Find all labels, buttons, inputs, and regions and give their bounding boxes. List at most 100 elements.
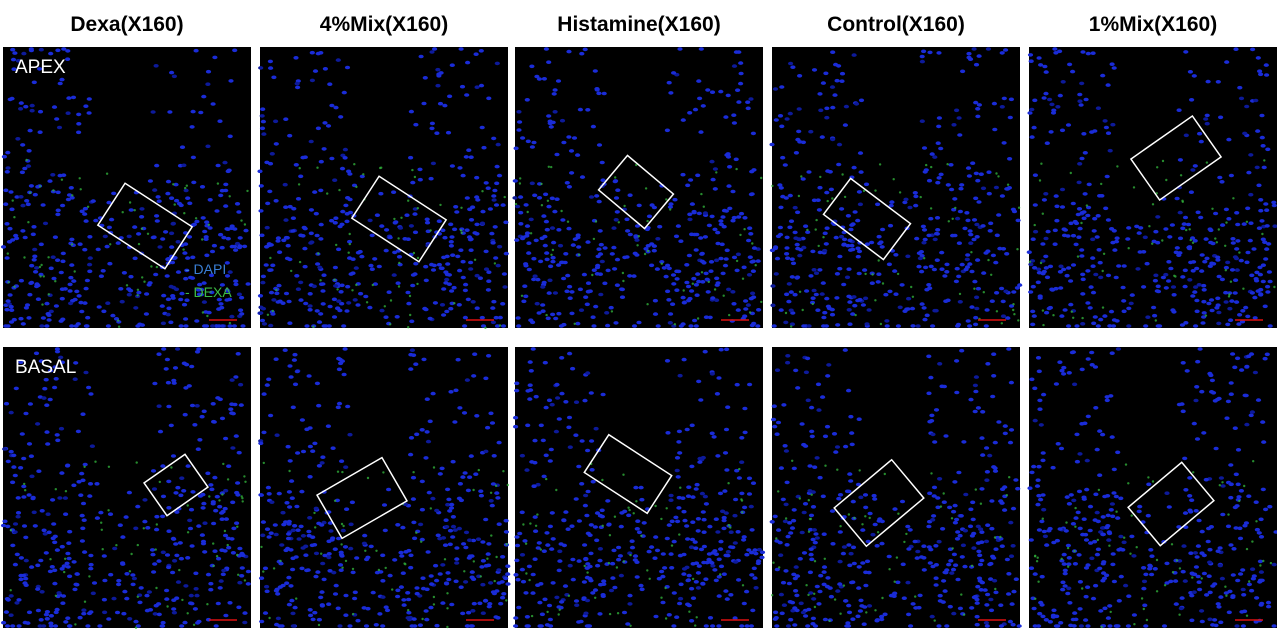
nucleus [625, 622, 631, 626]
dexa-signal [939, 505, 943, 508]
nucleus [1230, 241, 1236, 245]
nucleus [67, 574, 73, 579]
nucleus [234, 521, 240, 525]
dexa-signal [775, 537, 778, 540]
nucleus [575, 235, 581, 240]
nucleus [702, 211, 708, 215]
nucleus [363, 294, 369, 299]
nucleus [998, 537, 1004, 541]
nucleus [280, 510, 286, 515]
nucleus [290, 556, 296, 561]
dexa-signal [613, 515, 617, 518]
nucleus [825, 304, 831, 309]
dexa-signal [997, 175, 1000, 178]
nucleus [1085, 563, 1091, 567]
nucleus [1245, 314, 1251, 319]
nucleus [436, 219, 442, 223]
nucleus [88, 566, 94, 571]
nucleus [1073, 221, 1080, 226]
nucleus [529, 64, 535, 69]
nucleus [974, 597, 980, 602]
dexa-signal [1012, 308, 1015, 312]
dexa-signal [807, 593, 810, 597]
nucleus [914, 236, 920, 241]
nucleus [923, 168, 929, 172]
nucleus [29, 474, 35, 479]
nucleus [1228, 318, 1234, 323]
nucleus [666, 613, 672, 617]
nucleus [774, 432, 780, 436]
nucleus [395, 281, 401, 285]
nucleus [744, 589, 750, 594]
nucleus [1066, 586, 1072, 591]
nucleus [824, 584, 831, 589]
dexa-signal [1245, 547, 1249, 551]
nucleus [514, 558, 520, 563]
dexa-signal [1259, 564, 1262, 567]
nucleus [26, 610, 33, 615]
nucleus [1164, 491, 1170, 495]
nucleus [921, 240, 927, 245]
nucleus [787, 193, 793, 198]
nucleus [988, 597, 994, 602]
nucleus [1107, 604, 1113, 608]
dexa-signal [1108, 544, 1111, 547]
nucleus [759, 550, 766, 555]
nucleus [657, 224, 663, 229]
nucleus [321, 577, 327, 582]
nucleus [1225, 524, 1232, 529]
nucleus [685, 537, 691, 541]
nucleus [275, 616, 281, 621]
dexa-signal [460, 231, 463, 234]
dexa-signal [958, 292, 962, 296]
nucleus [460, 475, 466, 479]
nucleus [1210, 391, 1217, 395]
nucleus [793, 589, 799, 593]
micrograph [769, 47, 1023, 328]
nucleus [559, 118, 566, 123]
nucleus [265, 485, 271, 490]
nucleus [932, 155, 938, 159]
nucleus [948, 559, 954, 563]
nucleus [736, 578, 742, 582]
nucleus [1087, 306, 1093, 310]
nucleus [102, 578, 108, 583]
nucleus [275, 300, 281, 304]
nucleus [892, 507, 898, 511]
nucleus [974, 601, 980, 605]
nucleus [44, 301, 50, 306]
nucleus [752, 576, 758, 580]
nucleus [121, 611, 127, 616]
nucleus [850, 247, 856, 252]
nucleus [450, 524, 457, 529]
nucleus [157, 429, 164, 434]
nucleus [794, 574, 801, 578]
nucleus [154, 219, 160, 223]
nucleus [789, 526, 796, 530]
dexa-signal [78, 177, 81, 180]
nucleus [165, 257, 171, 262]
nucleus [955, 577, 961, 582]
nucleus [532, 515, 538, 519]
nucleus [370, 590, 376, 595]
nucleus [359, 174, 365, 179]
nucleus [787, 225, 793, 230]
nucleus [989, 499, 995, 503]
nucleus [280, 583, 286, 588]
nucleus [934, 258, 940, 262]
nucleus [460, 259, 466, 264]
dexa-signal [1225, 221, 1228, 224]
nucleus [1258, 198, 1264, 202]
nucleus [395, 523, 401, 527]
nucleus [1105, 83, 1111, 87]
dexa-signal [1173, 274, 1176, 277]
nucleus [722, 451, 729, 455]
nucleus [1227, 306, 1233, 311]
dexa-signal [594, 220, 598, 223]
nucleus [1093, 406, 1099, 410]
nucleus [923, 265, 929, 270]
dexa-signal [1035, 560, 1039, 563]
nucleus [335, 58, 341, 62]
nucleus [686, 485, 692, 489]
dexa-signal [754, 264, 757, 267]
